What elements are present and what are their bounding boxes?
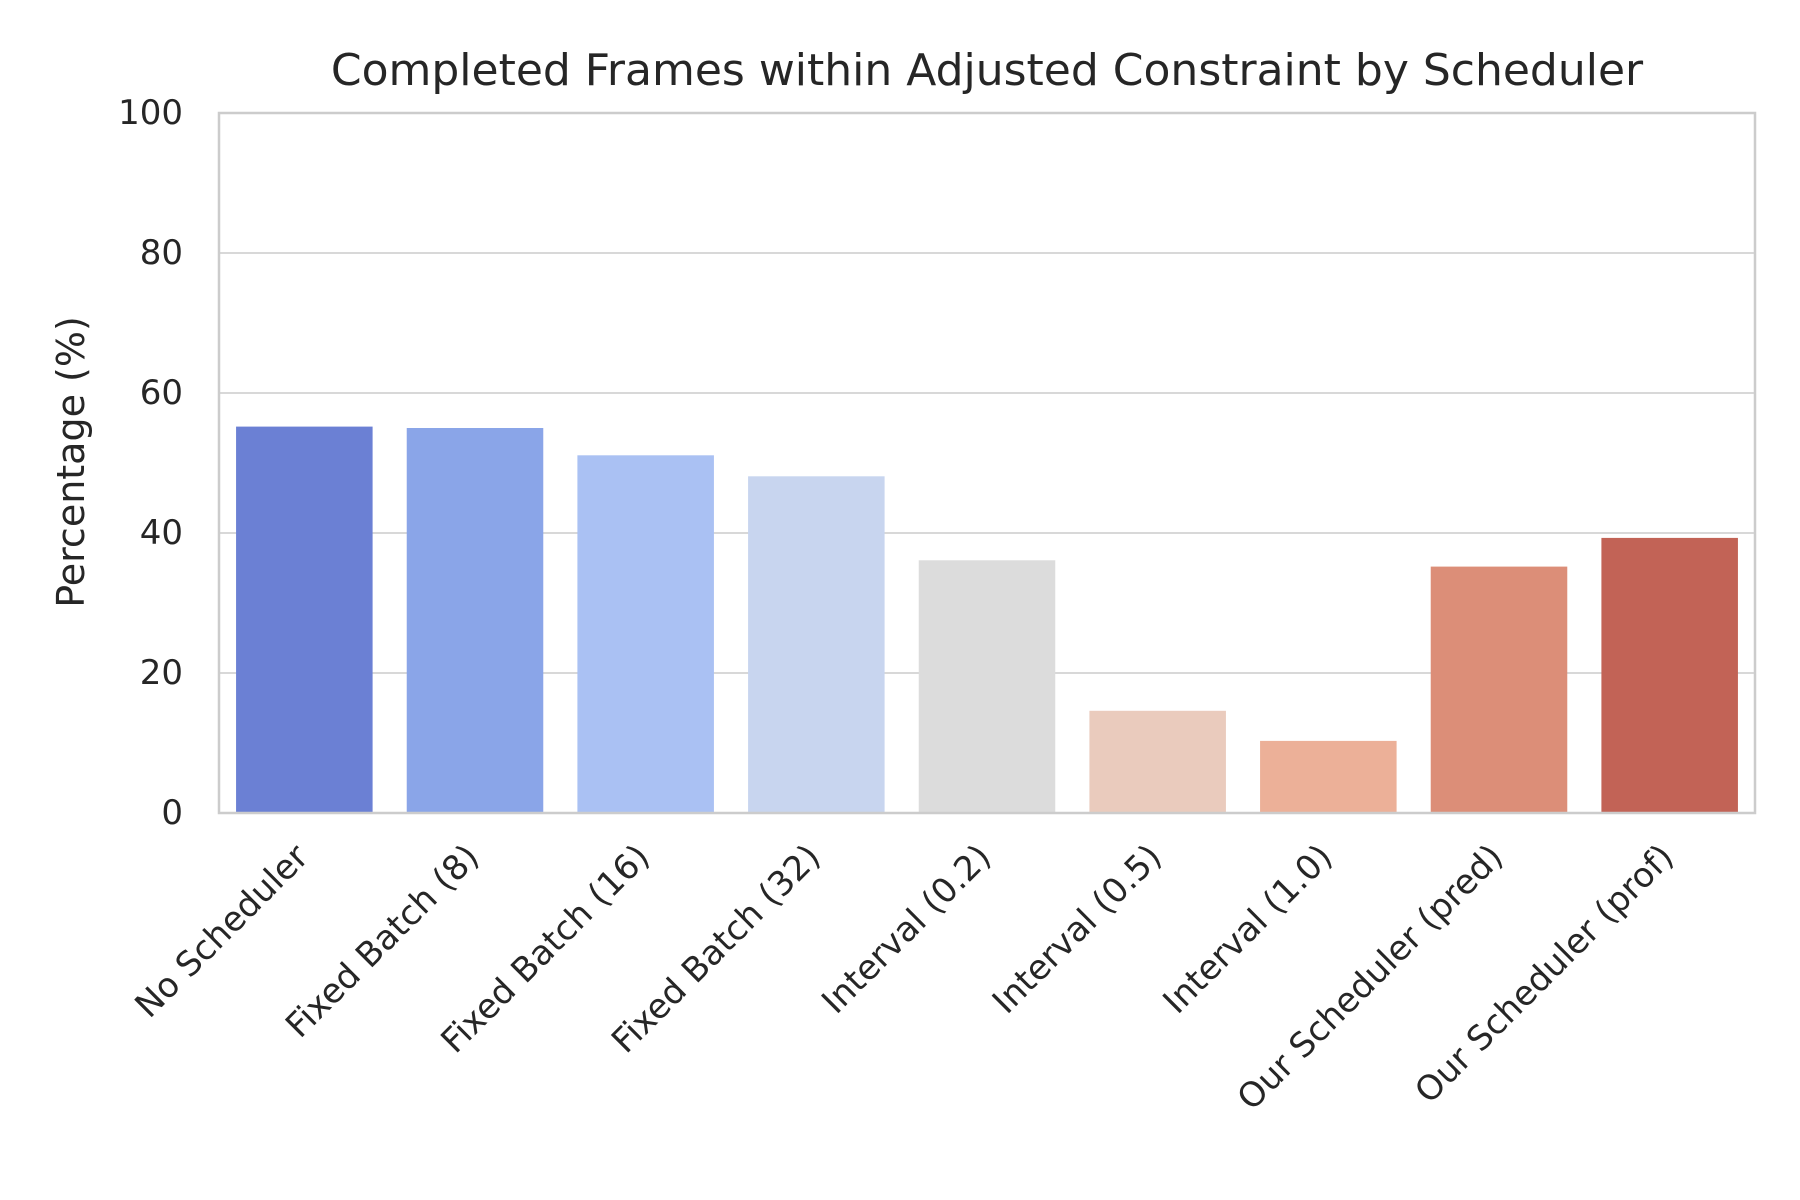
y-tick-label: 80 [140,233,183,273]
y-tick-label: 100 [118,93,183,133]
bar [577,455,714,813]
y-tick-label: 0 [161,793,183,833]
y-tick-label: 20 [140,653,183,693]
bars [236,426,1738,813]
y-tick-label: 60 [140,373,183,413]
x-tick-label: Interval (0.5) [985,837,1170,1022]
bar [1089,710,1226,813]
bar [1260,740,1397,813]
x-tick-label: No Scheduler [127,837,316,1026]
bar [236,426,373,813]
bar [406,428,544,813]
y-tick-labels: 0 20 40 60 80 100 [118,93,183,833]
bar [748,476,885,813]
x-tick-label: Interval (1.0) [1155,837,1340,1022]
y-tick-label: 40 [140,513,183,553]
plot-frame [217,111,1757,815]
x-tick-label: Interval (0.2) [814,837,999,1022]
chart-title: Completed Frames within Adjusted Constra… [331,45,1644,96]
bar [1601,537,1738,813]
bar [918,560,1056,813]
y-axis-label: Percentage (%) [49,316,93,608]
bar [1430,566,1568,813]
